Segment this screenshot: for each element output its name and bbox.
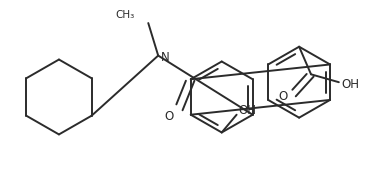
Text: O: O (279, 91, 288, 104)
Text: CH₃: CH₃ (115, 10, 134, 20)
Text: OH: OH (342, 78, 360, 91)
Text: OH: OH (238, 104, 256, 117)
Text: N: N (161, 51, 170, 64)
Text: O: O (164, 110, 174, 123)
